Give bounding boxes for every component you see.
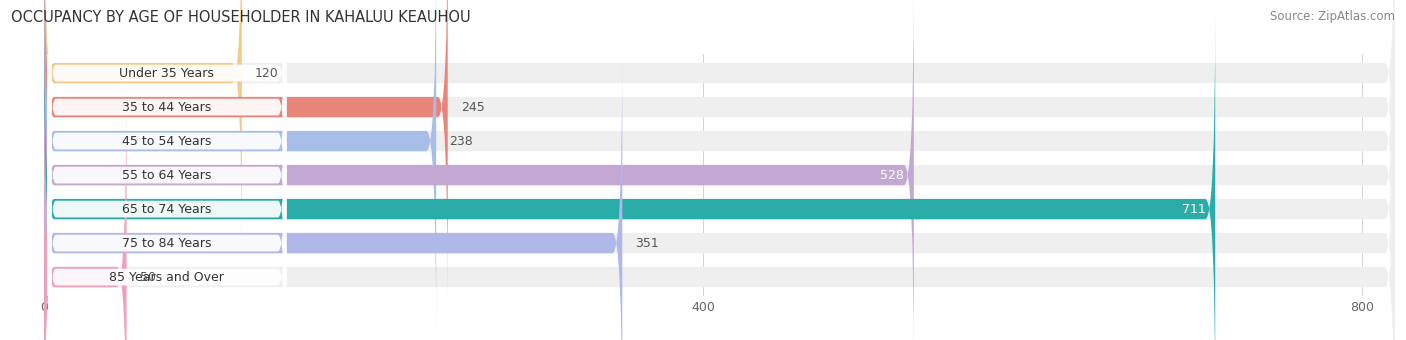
FancyBboxPatch shape xyxy=(44,0,1395,340)
Text: 245: 245 xyxy=(461,101,485,114)
Text: 45 to 54 Years: 45 to 54 Years xyxy=(122,135,211,148)
Text: 120: 120 xyxy=(254,67,278,80)
Text: 711: 711 xyxy=(1181,203,1205,216)
FancyBboxPatch shape xyxy=(44,49,623,340)
FancyBboxPatch shape xyxy=(44,0,1395,301)
Text: 50: 50 xyxy=(139,271,156,284)
FancyBboxPatch shape xyxy=(48,0,287,235)
FancyBboxPatch shape xyxy=(48,48,287,340)
FancyBboxPatch shape xyxy=(44,0,447,301)
FancyBboxPatch shape xyxy=(48,0,287,269)
Text: 528: 528 xyxy=(880,169,904,182)
Text: 351: 351 xyxy=(636,237,659,250)
FancyBboxPatch shape xyxy=(44,49,1395,340)
Text: 238: 238 xyxy=(450,135,472,148)
FancyBboxPatch shape xyxy=(44,15,1395,340)
FancyBboxPatch shape xyxy=(44,15,1215,340)
Text: 55 to 64 Years: 55 to 64 Years xyxy=(122,169,211,182)
FancyBboxPatch shape xyxy=(44,0,436,335)
Text: Source: ZipAtlas.com: Source: ZipAtlas.com xyxy=(1270,10,1395,23)
FancyBboxPatch shape xyxy=(44,0,1395,267)
Text: Under 35 Years: Under 35 Years xyxy=(120,67,214,80)
Text: 65 to 74 Years: 65 to 74 Years xyxy=(122,203,211,216)
FancyBboxPatch shape xyxy=(44,0,914,340)
FancyBboxPatch shape xyxy=(44,83,127,340)
FancyBboxPatch shape xyxy=(48,0,287,303)
Text: 35 to 44 Years: 35 to 44 Years xyxy=(122,101,211,114)
FancyBboxPatch shape xyxy=(48,14,287,337)
FancyBboxPatch shape xyxy=(48,116,287,340)
Text: 85 Years and Over: 85 Years and Over xyxy=(110,271,225,284)
Text: 75 to 84 Years: 75 to 84 Years xyxy=(122,237,212,250)
FancyBboxPatch shape xyxy=(44,0,1395,335)
FancyBboxPatch shape xyxy=(44,83,1395,340)
FancyBboxPatch shape xyxy=(48,82,287,340)
Text: OCCUPANCY BY AGE OF HOUSEHOLDER IN KAHALUU KEAUHOU: OCCUPANCY BY AGE OF HOUSEHOLDER IN KAHAL… xyxy=(11,10,471,25)
FancyBboxPatch shape xyxy=(44,0,242,267)
